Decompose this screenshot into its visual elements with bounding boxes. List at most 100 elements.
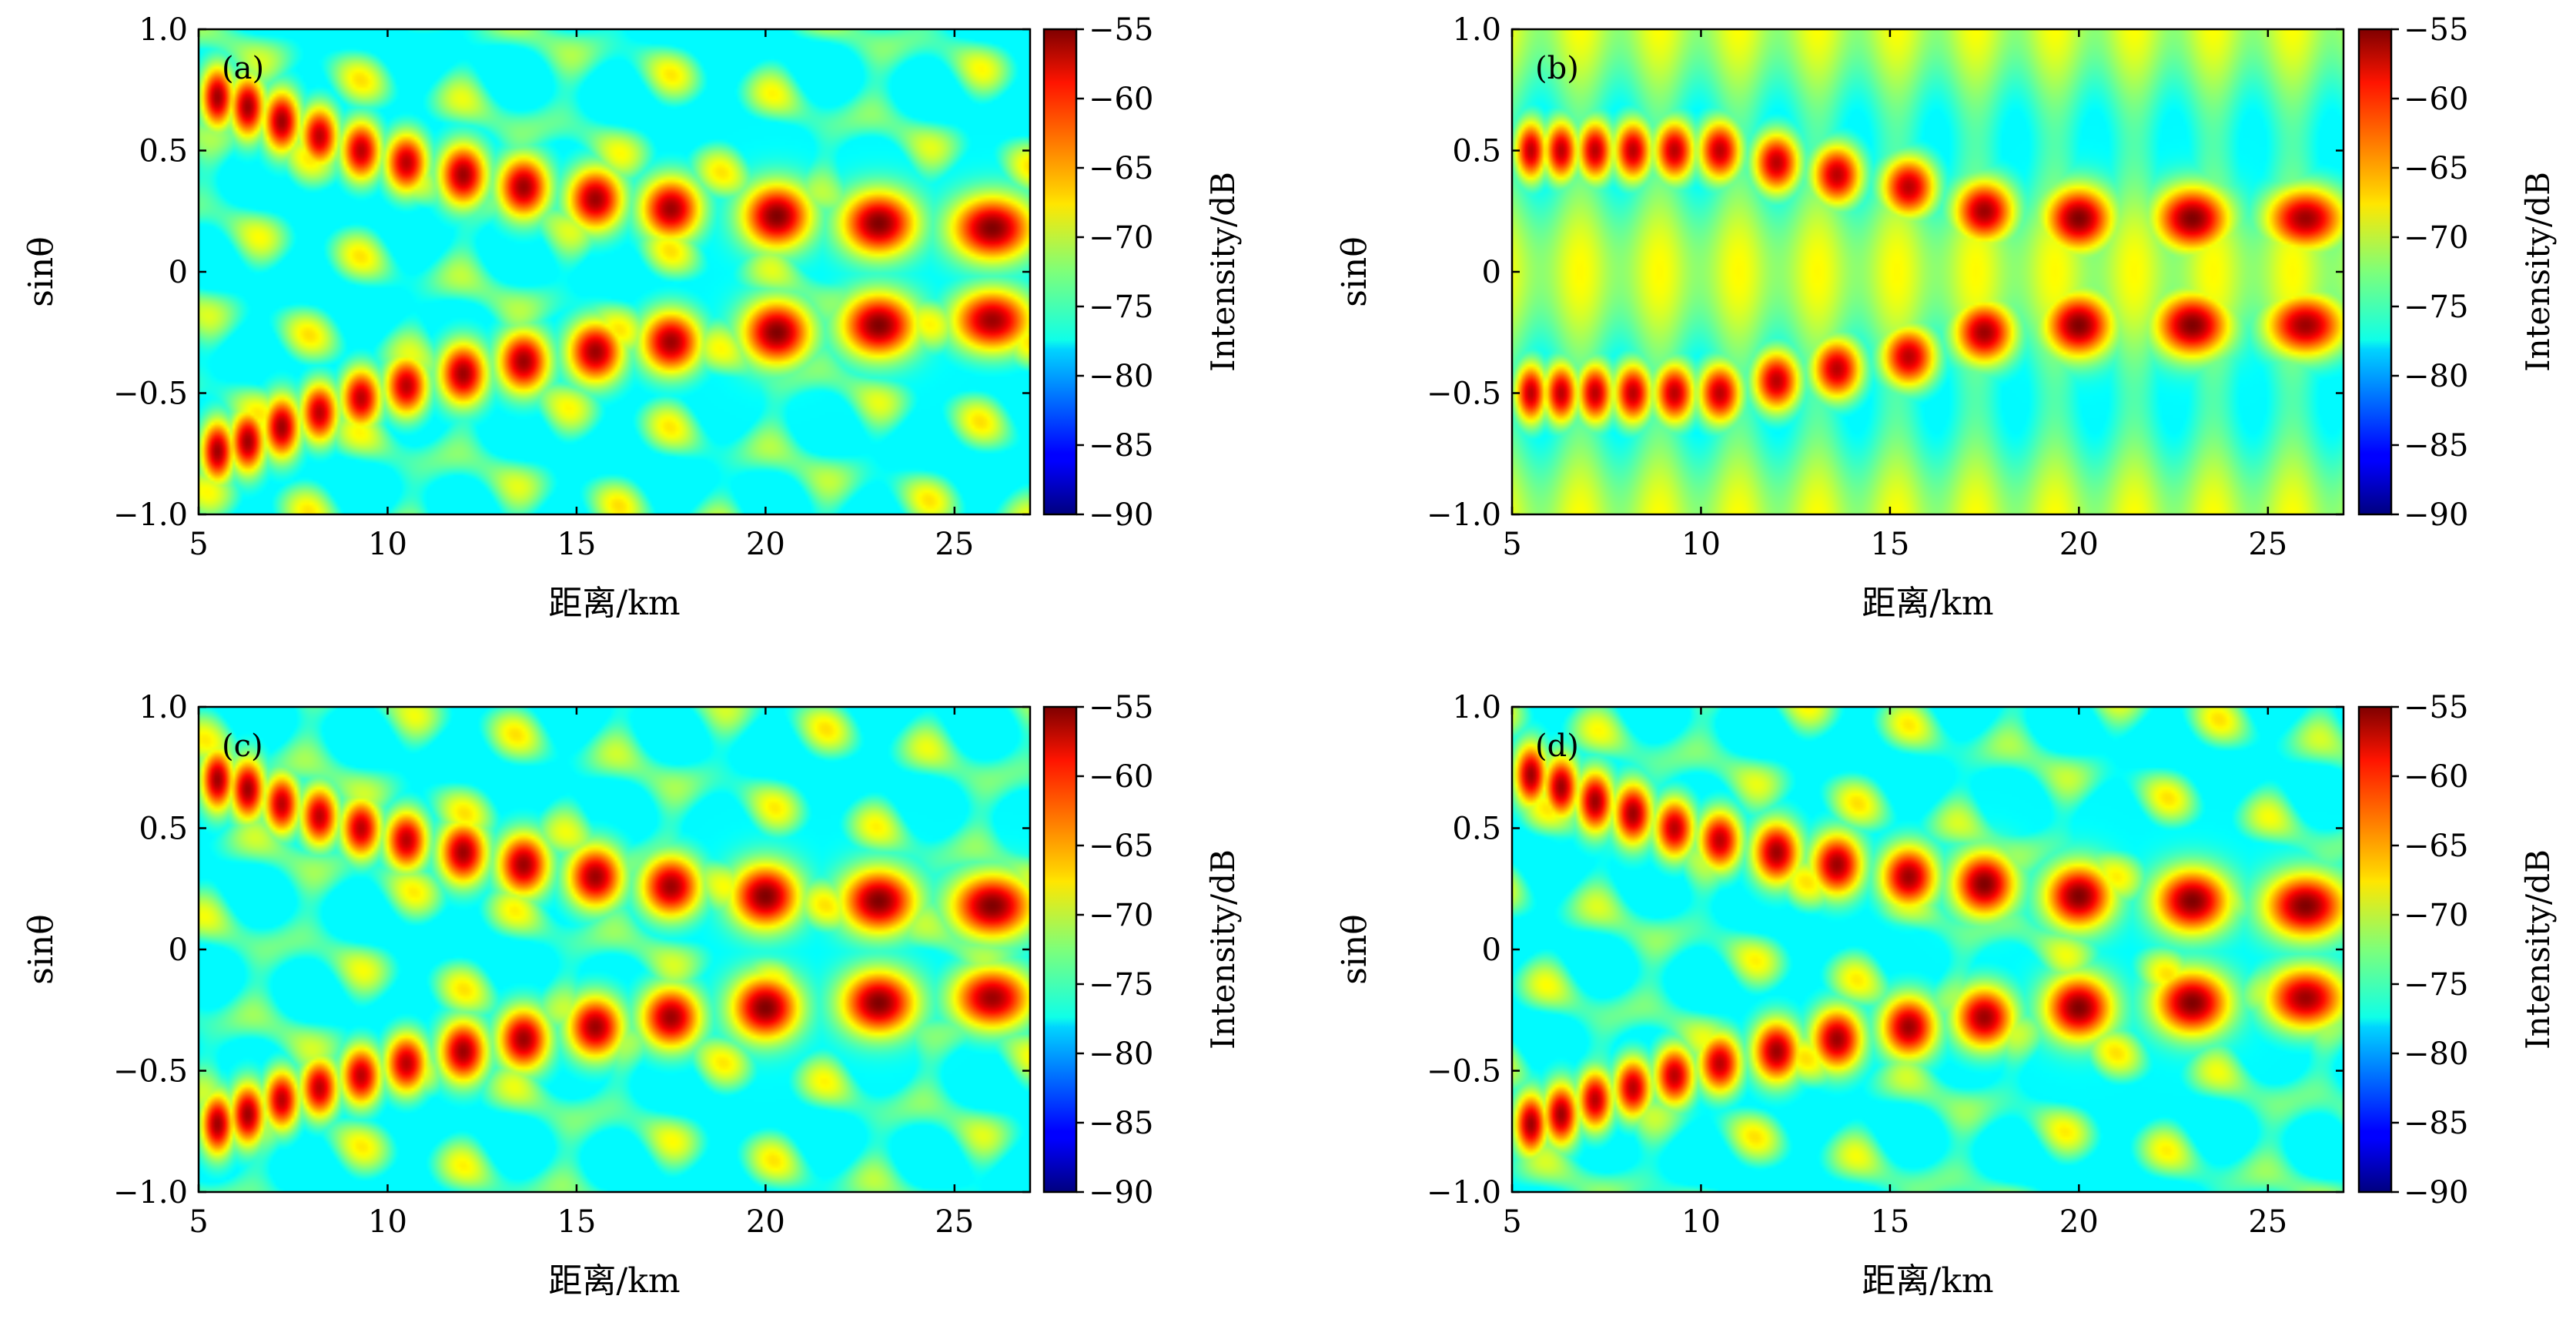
panel-label: (a) [222,51,264,86]
colorbar [1044,707,1076,1192]
x-axis-label: 距离/km [548,1261,680,1301]
x-tick-label: 10 [1681,1204,1721,1240]
y-tick-label: −1.0 [1427,1175,1501,1210]
y-tick-label: 0 [169,933,188,968]
heatmap-field [199,29,1030,514]
x-axis-label: 距离/km [548,584,680,623]
colorbar-tick-label: −80 [2404,1036,2468,1072]
y-tick-label: −0.5 [1427,377,1501,412]
x-tick-label: 5 [1502,527,1521,562]
colorbar-tick-label: −70 [2404,220,2468,256]
colorbar-tick-label: −55 [1089,12,1153,48]
x-tick-label: 5 [189,527,208,562]
colorbar [2359,707,2391,1192]
colorbar-label: Intensity/dB [1204,172,1242,372]
colorbar [1044,29,1076,514]
y-tick-label: 1.0 [139,690,188,725]
y-tick-label: −1.0 [113,1175,188,1210]
x-tick-label: 10 [368,1204,407,1240]
y-tick-label: 1.0 [1452,690,1501,725]
x-tick-label: 5 [1502,1204,1521,1240]
colorbar-frame [1042,28,1078,516]
colorbar-tick-label: −75 [2404,290,2468,325]
panel-a: (a) 5 10 15 20 25 1.0 0.5 0 −0.5 −1.0 距离/km sinθ −55 −… [22,12,1242,623]
colorbar-tick-label: −90 [2404,1175,2468,1210]
x-tick-label: 25 [935,1204,974,1240]
colorbar-tick-label: −85 [1089,1106,1153,1141]
y-tick-label: 0.5 [139,812,188,847]
x-tick-label: 25 [935,527,974,562]
heatmap-field [199,707,1030,1192]
colorbar-tick-label: −75 [1089,967,1153,1003]
x-tick-label: 5 [189,1204,208,1240]
x-tick-label: 15 [557,1204,596,1240]
colorbar-tick-label: −75 [2404,967,2468,1003]
colorbar [2359,29,2391,514]
panel-c: (c) 5 10 15 20 25 1.0 0.5 0 −0.5 −1.0 距离/km sinθ −55 −… [22,690,1242,1301]
colorbar-tick-label: −70 [2404,898,2468,933]
colorbar-tick-label: −75 [1089,290,1153,325]
colorbar-tick-label: −90 [1089,497,1153,533]
panel-label: (d) [1535,728,1579,764]
x-tick-label: 10 [1681,527,1721,562]
colorbar-tick-label: −70 [1089,898,1153,933]
colorbar-tick-label: −90 [2404,497,2468,533]
colorbar-tick-label: −60 [2404,82,2468,117]
colorbar-tick-label: −60 [1089,759,1153,795]
panel-d: (d) 5 10 15 20 25 1.0 0.5 0 −0.5 −1.0 距离/km sinθ −55 −… [1335,690,2557,1301]
colorbar-tick-label: −80 [1089,1036,1153,1072]
x-tick-label: 20 [746,527,785,562]
y-tick-label: −1.0 [113,497,188,533]
x-axis-label: 距离/km [1862,584,1993,623]
heatmap-field [1512,29,2343,514]
y-tick-label: −1.0 [1427,497,1501,533]
colorbar-tick-label: −85 [2404,428,2468,464]
x-tick-label: 25 [2248,527,2287,562]
colorbar-tick-label: −80 [1089,359,1153,394]
colorbar-label: Intensity/dB [2519,172,2557,372]
y-tick-label: 0.5 [1452,812,1501,847]
colorbar-frame [2357,705,2393,1194]
x-tick-label: 15 [557,527,596,562]
x-axis-label: 距离/km [1862,1261,1993,1301]
y-axis-label: sinθ [1335,236,1374,306]
colorbar-tick-label: −55 [2404,690,2468,725]
colorbar-tick-label: −85 [1089,428,1153,464]
colorbar-tick-label: −70 [1089,220,1153,256]
y-tick-label: 0 [1482,933,1501,968]
colorbar-tick-label: −55 [1089,690,1153,725]
colorbar-tick-label: −90 [1089,1175,1153,1210]
colorbar-label: Intensity/dB [1204,849,1242,1050]
colorbar-tick-label: −55 [2404,12,2468,48]
y-tick-label: 0.5 [1452,134,1501,169]
panel-label: (c) [222,728,263,764]
y-axis-label: sinθ [1335,914,1374,984]
x-tick-label: 10 [368,527,407,562]
y-axis-label: sinθ [22,914,61,984]
colorbar-frame [1042,705,1078,1194]
colorbar-tick-label: −65 [1089,829,1153,864]
colorbar-tick-label: −65 [2404,829,2468,864]
x-tick-label: 25 [2248,1204,2287,1240]
colorbar-label: Intensity/dB [2519,849,2557,1050]
colorbar-tick-label: −60 [1089,82,1153,117]
x-tick-label: 20 [2059,1204,2099,1240]
y-tick-label: 0.5 [139,134,188,169]
y-tick-label: 1.0 [1452,12,1501,48]
x-tick-label: 15 [1870,1204,1909,1240]
colorbar-frame [2357,28,2393,516]
y-axis-label: sinθ [22,236,61,306]
x-tick-label: 15 [1870,527,1909,562]
colorbar-tick-label: −80 [2404,359,2468,394]
x-tick-label: 20 [2059,527,2099,562]
y-tick-label: 0 [169,255,188,290]
y-tick-label: 0 [1482,255,1501,290]
panel-b: (b) 5 10 15 20 25 1.0 0.5 0 −0.5 −1.0 距离/km sinθ −55 −… [1335,12,2557,623]
panel-label: (b) [1535,51,1579,86]
y-tick-label: 1.0 [139,12,188,48]
y-tick-label: −0.5 [1427,1054,1501,1090]
heatmap-field [1512,707,2343,1192]
colorbar-tick-label: −60 [2404,759,2468,795]
y-tick-label: −0.5 [113,377,188,412]
